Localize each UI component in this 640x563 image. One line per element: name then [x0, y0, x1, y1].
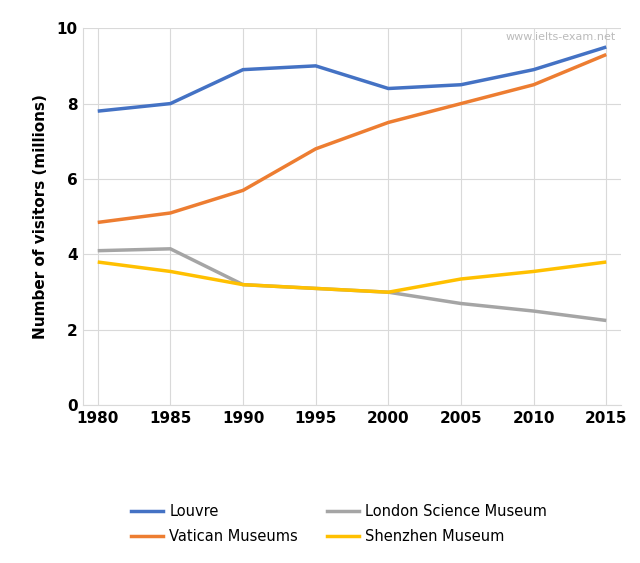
Vatican Museums	[166, 209, 174, 216]
Shenzhen Museum	[385, 289, 392, 296]
Louvre	[312, 62, 319, 69]
London Science Museum	[457, 300, 465, 307]
Shenzhen Museum	[94, 258, 102, 265]
Line: Vatican Museums: Vatican Museums	[98, 55, 606, 222]
Vatican Museums	[602, 51, 610, 58]
Shenzhen Museum	[166, 268, 174, 275]
Louvre	[457, 81, 465, 88]
London Science Museum	[312, 285, 319, 292]
London Science Museum	[385, 289, 392, 296]
Louvre	[94, 108, 102, 114]
Vatican Museums	[385, 119, 392, 126]
London Science Museum	[602, 317, 610, 324]
Shenzhen Museum	[457, 276, 465, 283]
Vatican Museums	[530, 81, 538, 88]
Shenzhen Museum	[239, 282, 247, 288]
Y-axis label: Number of visitors (millions): Number of visitors (millions)	[33, 95, 48, 339]
Vatican Museums	[94, 219, 102, 226]
Louvre	[239, 66, 247, 73]
Shenzhen Museum	[312, 285, 319, 292]
Shenzhen Museum	[602, 258, 610, 265]
Louvre	[602, 43, 610, 50]
Louvre	[385, 85, 392, 92]
Line: Shenzhen Museum: Shenzhen Museum	[98, 262, 606, 292]
Vatican Museums	[312, 145, 319, 152]
London Science Museum	[530, 307, 538, 314]
Vatican Museums	[239, 187, 247, 194]
Line: Louvre: Louvre	[98, 47, 606, 111]
Vatican Museums	[457, 100, 465, 107]
Line: London Science Museum: London Science Museum	[98, 249, 606, 320]
London Science Museum	[166, 245, 174, 252]
Text: www.ielts-exam.net: www.ielts-exam.net	[505, 32, 616, 42]
Shenzhen Museum	[530, 268, 538, 275]
Louvre	[166, 100, 174, 107]
Louvre	[530, 66, 538, 73]
London Science Museum	[239, 282, 247, 288]
Legend: Louvre, Vatican Museums, London Science Museum, Shenzhen Museum: Louvre, Vatican Museums, London Science …	[125, 498, 553, 550]
London Science Museum	[94, 247, 102, 254]
